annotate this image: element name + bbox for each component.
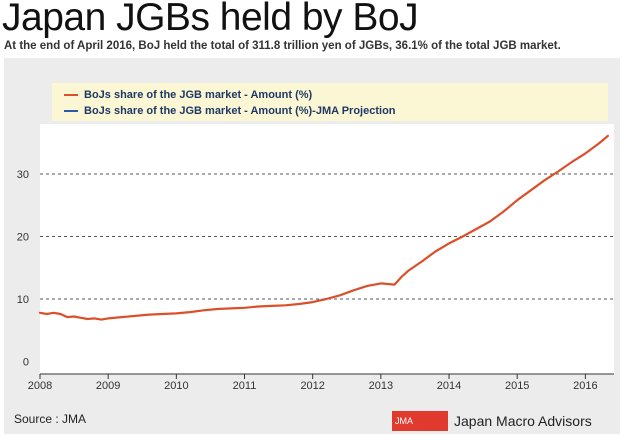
x-tick-label-2012: 2012 [300, 380, 324, 392]
legend-label-actual: BoJs share of the JGB market - Amount (%… [84, 89, 313, 101]
y-tick-label-20: 20 [17, 232, 29, 244]
x-tick-label-2016: 2016 [573, 380, 597, 392]
y-tick-label-0: 0 [23, 357, 29, 369]
brand-badge: JMA [392, 411, 448, 431]
plot-area [40, 124, 614, 374]
page-title: Japan JGBs held by BoJ [2, 0, 419, 39]
brand-logo: JMA Japan Macro Advisors [392, 411, 592, 431]
legend-swatch-projection [64, 110, 78, 112]
legend-item-actual[interactable]: BoJs share of the JGB market - Amount (%… [64, 88, 312, 102]
x-tick-label-2011: 2011 [233, 380, 257, 392]
x-tick-label-2010: 2010 [164, 380, 188, 392]
y-tick-label-30: 30 [17, 169, 29, 181]
source-note: Source : JMA [14, 412, 87, 426]
y-tick-label-10: 10 [17, 294, 29, 306]
legend-label-projection: BoJs share of the JGB market - Amount (%… [84, 105, 396, 117]
chart-legend: BoJs share of the JGB market - Amount (%… [52, 83, 608, 121]
brand-name: Japan Macro Advisors [454, 413, 592, 429]
x-tick-label-2009: 2009 [96, 380, 120, 392]
x-tick-label-2014: 2014 [437, 380, 461, 392]
legend-swatch-actual [64, 94, 78, 96]
page-subtitle: At the end of April 2016, BoJ held the t… [4, 40, 561, 52]
x-tick-label-2008: 2008 [28, 380, 52, 392]
x-tick-label-2015: 2015 [505, 380, 529, 392]
series-line-0 [38, 134, 609, 321]
x-tick-label-2013: 2013 [369, 380, 393, 392]
legend-item-projection[interactable]: BoJs share of the JGB market - Amount (%… [64, 104, 396, 118]
